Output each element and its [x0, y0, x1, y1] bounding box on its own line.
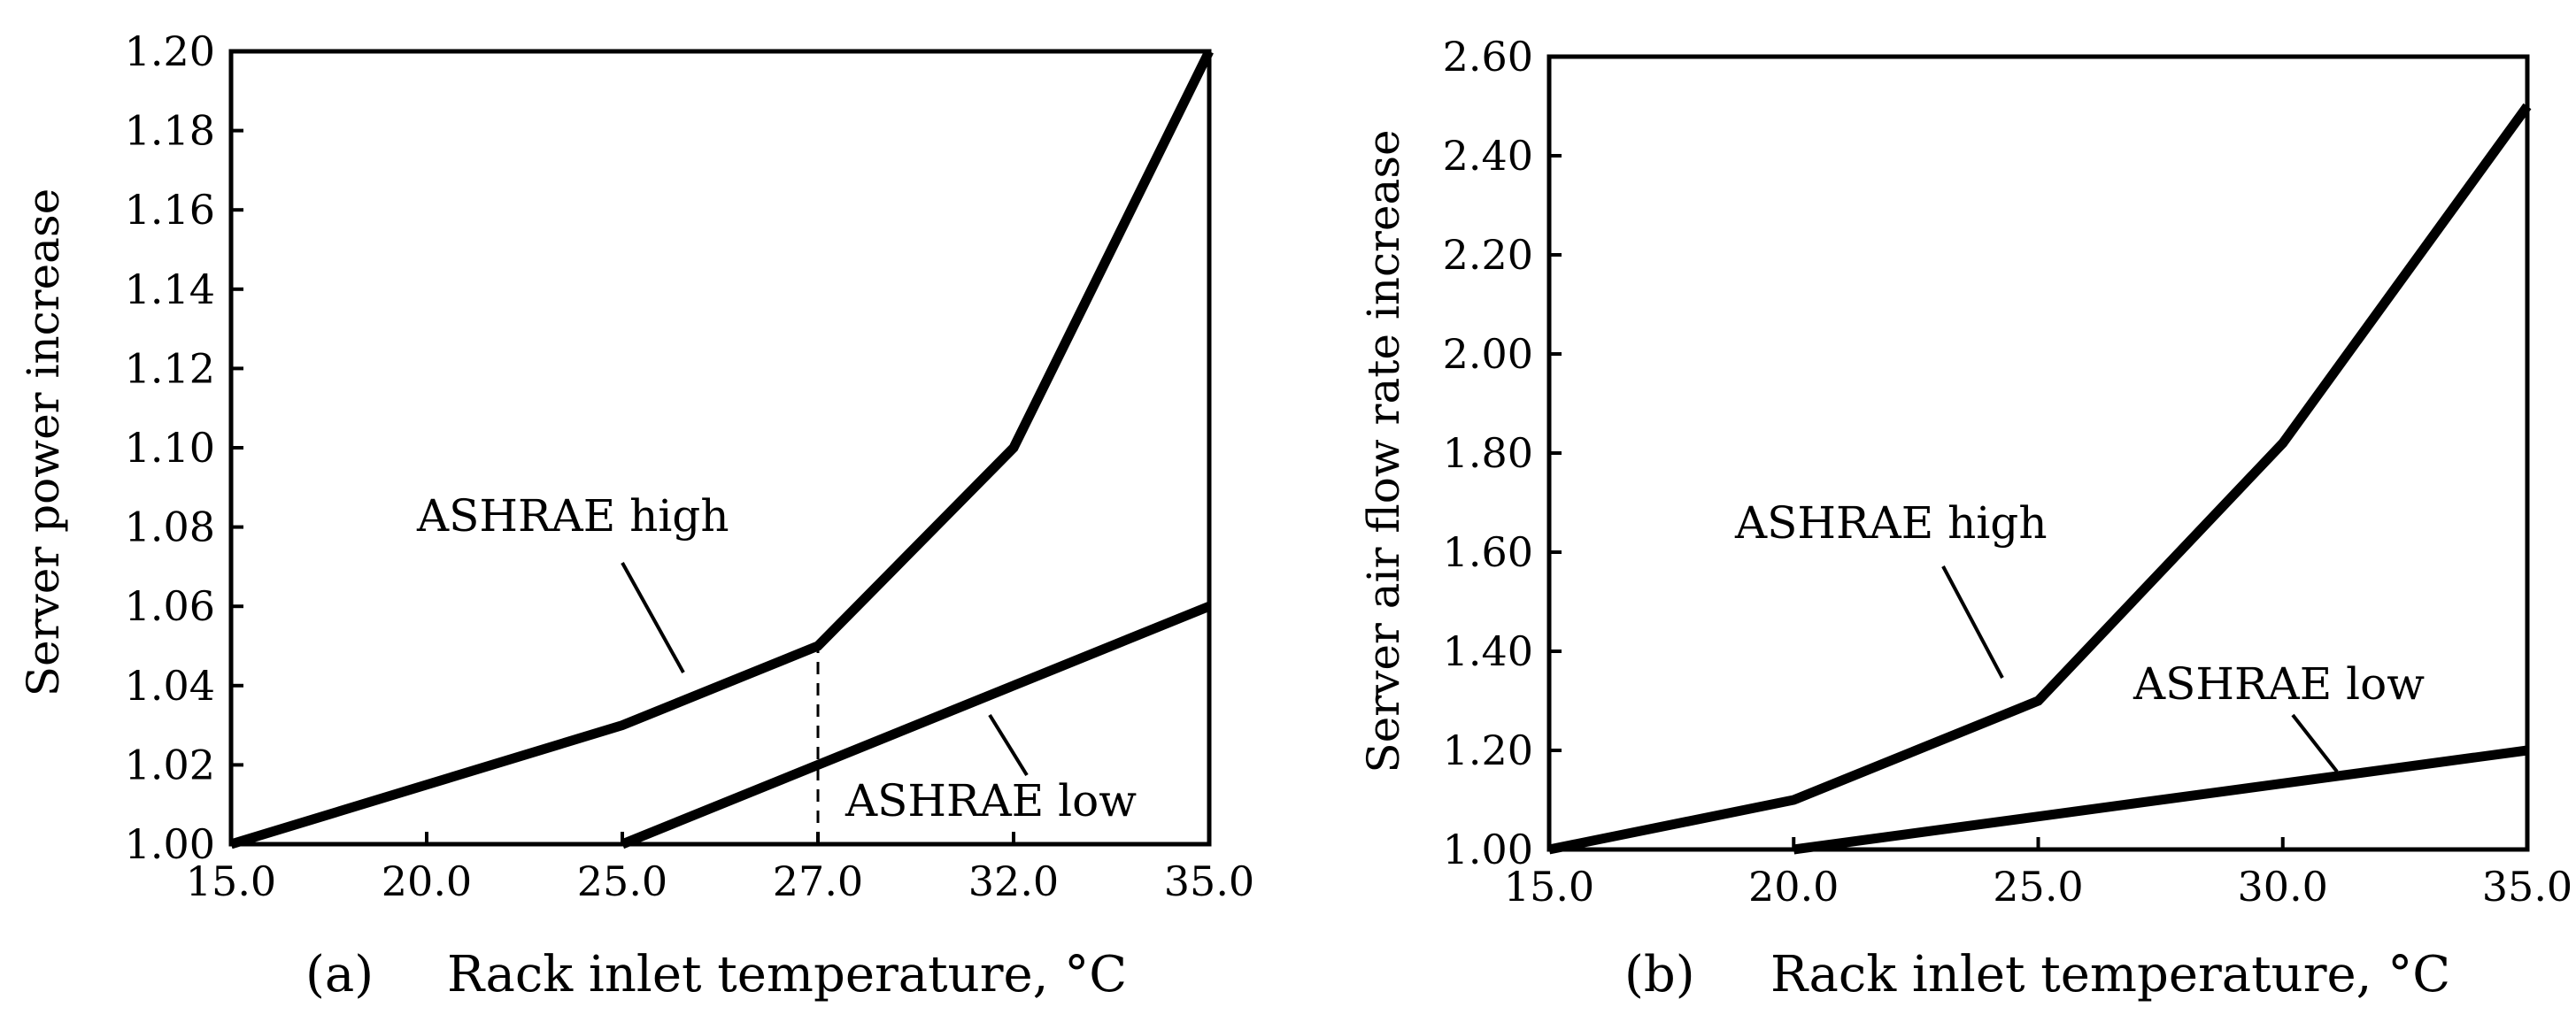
y-tick-labels-b: 1.00 1.20 1.40 1.60 1.80 2.00 2.20 2.40 2.60 — [1443, 33, 1562, 873]
x-axis-label-a: Rack inlet temperature, °C — [447, 946, 1127, 1003]
chart-panel-b: 1.00 1.20 1.40 1.60 1.80 2.00 2.20 2.40 2.60 15.… — [1358, 33, 2572, 1003]
series-line-ashrae-high — [1547, 103, 2532, 855]
y-tick-label: 2.60 — [1443, 33, 1533, 81]
y-tick-label: 1.00 — [1443, 826, 1533, 873]
annotation-leader-low-a — [988, 713, 1029, 777]
y-tick-label: 2.40 — [1443, 132, 1533, 180]
y-axis-label-a: Server power increase — [18, 188, 69, 696]
y-tick-label: 1.06 — [125, 582, 215, 630]
y-tick-label: 1.60 — [1443, 528, 1533, 576]
y-tick-label: 1.12 — [125, 344, 215, 392]
x-tick-label: 20.0 — [1748, 863, 1839, 911]
chart-panel-a: 1.00 1.02 1.04 1.06 1.08 1.10 1.12 1.14 1.16 1.18… — [18, 27, 1254, 1003]
x-tick-label: 25.0 — [1993, 863, 2083, 911]
x-tick-label: 35.0 — [1164, 857, 1254, 905]
y-tick-label: 1.16 — [125, 186, 215, 234]
plot-frame-a — [228, 49, 1212, 847]
x-tick-label: 35.0 — [2482, 863, 2572, 911]
y-tick-label: 1.20 — [125, 27, 215, 75]
series-label-ashrae-low-b: ASHRAE low — [2133, 658, 2425, 710]
y-tick-label: 1.20 — [1443, 726, 1533, 774]
y-tick-label: 1.08 — [125, 503, 215, 551]
panel-label-b: (b) — [1624, 946, 1695, 1003]
x-tick-label: 15.0 — [1504, 863, 1594, 911]
x-tick-label: 20.0 — [382, 857, 472, 905]
y-tick-label: 1.02 — [125, 741, 215, 788]
x-tick-labels-a: 15.0 20.0 25.0 27.0 32.0 35.0 — [186, 832, 1254, 905]
series-label-ashrae-low-a: ASHRAE low — [845, 775, 1137, 826]
y-tick-label: 1.00 — [125, 820, 215, 868]
series-line-ashrae-low — [1793, 745, 2528, 855]
y-axis-label-b: Server air flow rate increase — [1358, 129, 1409, 772]
x-tick-label: 25.0 — [577, 857, 667, 905]
x-tick-label: 15.0 — [186, 857, 276, 905]
panel-label-a: (a) — [305, 946, 374, 1003]
series-lines-b — [1547, 103, 2532, 855]
y-tick-label: 1.14 — [125, 265, 215, 313]
y-tick-label: 1.80 — [1443, 429, 1533, 477]
annotation-leader-high-a — [621, 562, 685, 673]
y-tick-label: 1.40 — [1443, 627, 1533, 675]
y-tick-label: 2.00 — [1443, 330, 1533, 378]
x-tick-labels-b: 15.0 20.0 25.0 30.0 35.0 — [1504, 837, 2572, 911]
series-label-ashrae-high-b: ASHRAE high — [1734, 497, 2048, 549]
y-tick-label: 1.18 — [125, 107, 215, 155]
series-line-ashrae-high — [229, 49, 1214, 849]
y-tick-label: 2.20 — [1443, 231, 1533, 279]
plot-frame-b — [1546, 54, 2530, 852]
series-lines-a — [229, 49, 1214, 849]
x-tick-label: 32.0 — [968, 857, 1059, 905]
x-tick-label: 30.0 — [2238, 863, 2328, 911]
annotation-leader-high-b — [1941, 565, 2004, 679]
series-line-ashrae-low — [620, 602, 1212, 849]
x-axis-label-b: Rack inlet temperature, °C — [1770, 946, 2450, 1003]
y-tick-labels-a: 1.00 1.02 1.04 1.06 1.08 1.10 1.12 1.14 1.16 1.18… — [125, 27, 243, 868]
y-tick-label: 1.10 — [125, 424, 215, 472]
y-tick-label: 1.04 — [125, 662, 215, 710]
series-label-ashrae-high-a: ASHRAE high — [416, 490, 729, 542]
annotation-leader-low-b — [2291, 713, 2339, 773]
x-tick-label: 27.0 — [773, 857, 863, 905]
